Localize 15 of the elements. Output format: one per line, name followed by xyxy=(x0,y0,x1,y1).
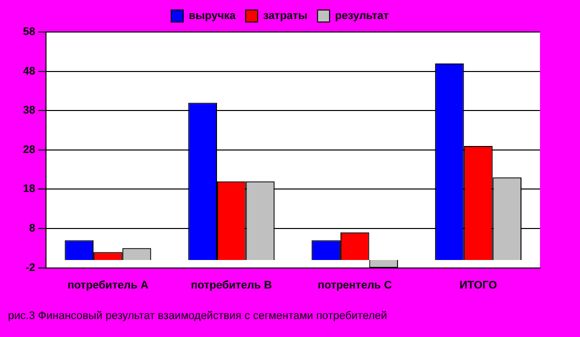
y-tick-label: 48 xyxy=(22,65,36,78)
x-tick-label: потребитель А xyxy=(67,279,148,292)
legend-label: выручка xyxy=(188,10,236,22)
y-tick-label: 8 xyxy=(29,222,36,235)
text: рис.3 Финансовый результат взаимодействия с сегментами потребителей xyxy=(8,310,388,322)
y-tick-label: -2 xyxy=(25,262,36,274)
y-tick-label: 28 xyxy=(22,144,36,156)
legend-label: результат xyxy=(335,10,390,22)
y-tick-label: 58 xyxy=(22,26,36,38)
legend-label: затраты xyxy=(263,10,308,22)
x-tick-label: ИТОГО xyxy=(460,279,498,292)
y-tick-label: 38 xyxy=(22,104,36,117)
y-tick-label: 18 xyxy=(22,183,36,196)
x-tick-label: потрентель С xyxy=(318,279,392,292)
x-tick-label: потребитель В xyxy=(190,279,272,292)
